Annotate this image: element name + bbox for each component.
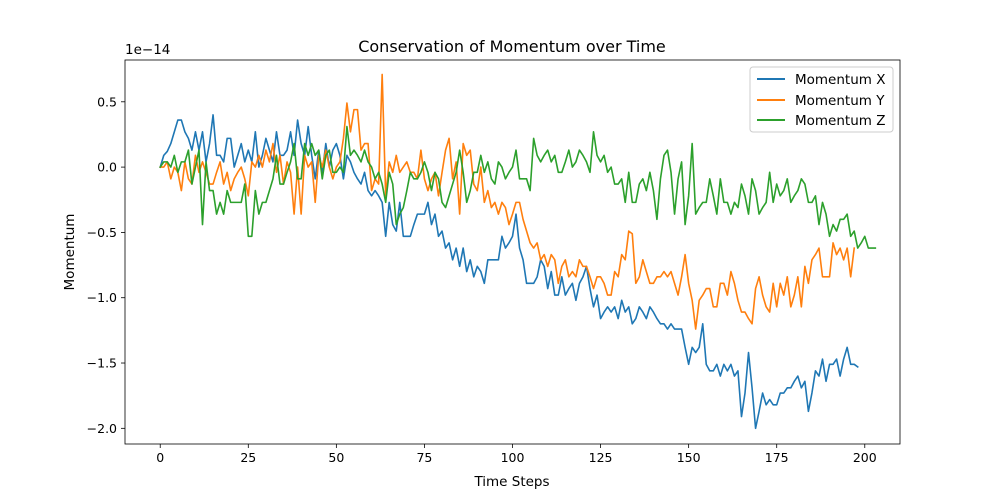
legend: Momentum X Momentum Y Momentum Z bbox=[749, 66, 894, 133]
y-tick-label: 0.5 bbox=[97, 94, 117, 109]
y-tick-label: −1.5 bbox=[87, 356, 117, 371]
x-tick-label: 125 bbox=[589, 450, 613, 465]
x-axis-label: Time Steps bbox=[473, 474, 549, 490]
series-line-momentum-y bbox=[159, 73, 856, 330]
y-tick-label: −2.0 bbox=[87, 421, 117, 436]
series-lines bbox=[159, 73, 877, 430]
x-tick-label: 100 bbox=[501, 450, 525, 465]
y-tick-label: 0.0 bbox=[97, 160, 117, 175]
legend-label-momentum-z: Momentum Z bbox=[795, 113, 885, 129]
x-tick-label: 175 bbox=[765, 450, 789, 465]
x-tick-label: 200 bbox=[853, 450, 877, 465]
series-line-momentum-z bbox=[159, 125, 877, 249]
chart-title: Conservation of Momentum over Time bbox=[358, 37, 666, 56]
y-axis-ticks: 0.5 0.0 −0.5 −1.0 −1.5 −2.0 bbox=[87, 94, 125, 436]
x-tick-label: 25 bbox=[240, 450, 256, 465]
legend-label-momentum-y: Momentum Y bbox=[795, 93, 885, 109]
x-tick-label: 0 bbox=[156, 450, 164, 465]
y-axis-offset-text: 1e−14 bbox=[125, 42, 170, 58]
series-line-momentum-x bbox=[159, 114, 859, 430]
legend-box bbox=[749, 66, 894, 133]
x-tick-label: 50 bbox=[328, 450, 344, 465]
x-tick-label: 75 bbox=[416, 450, 432, 465]
legend-label-momentum-x: Momentum X bbox=[795, 72, 885, 88]
x-tick-label: 150 bbox=[677, 450, 701, 465]
y-tick-label: −0.5 bbox=[87, 225, 117, 240]
y-tick-label: −1.0 bbox=[87, 290, 117, 305]
y-axis-label: Momentum bbox=[62, 214, 78, 291]
x-axis-ticks: 0 25 50 75 100 125 150 175 200 bbox=[156, 444, 877, 465]
